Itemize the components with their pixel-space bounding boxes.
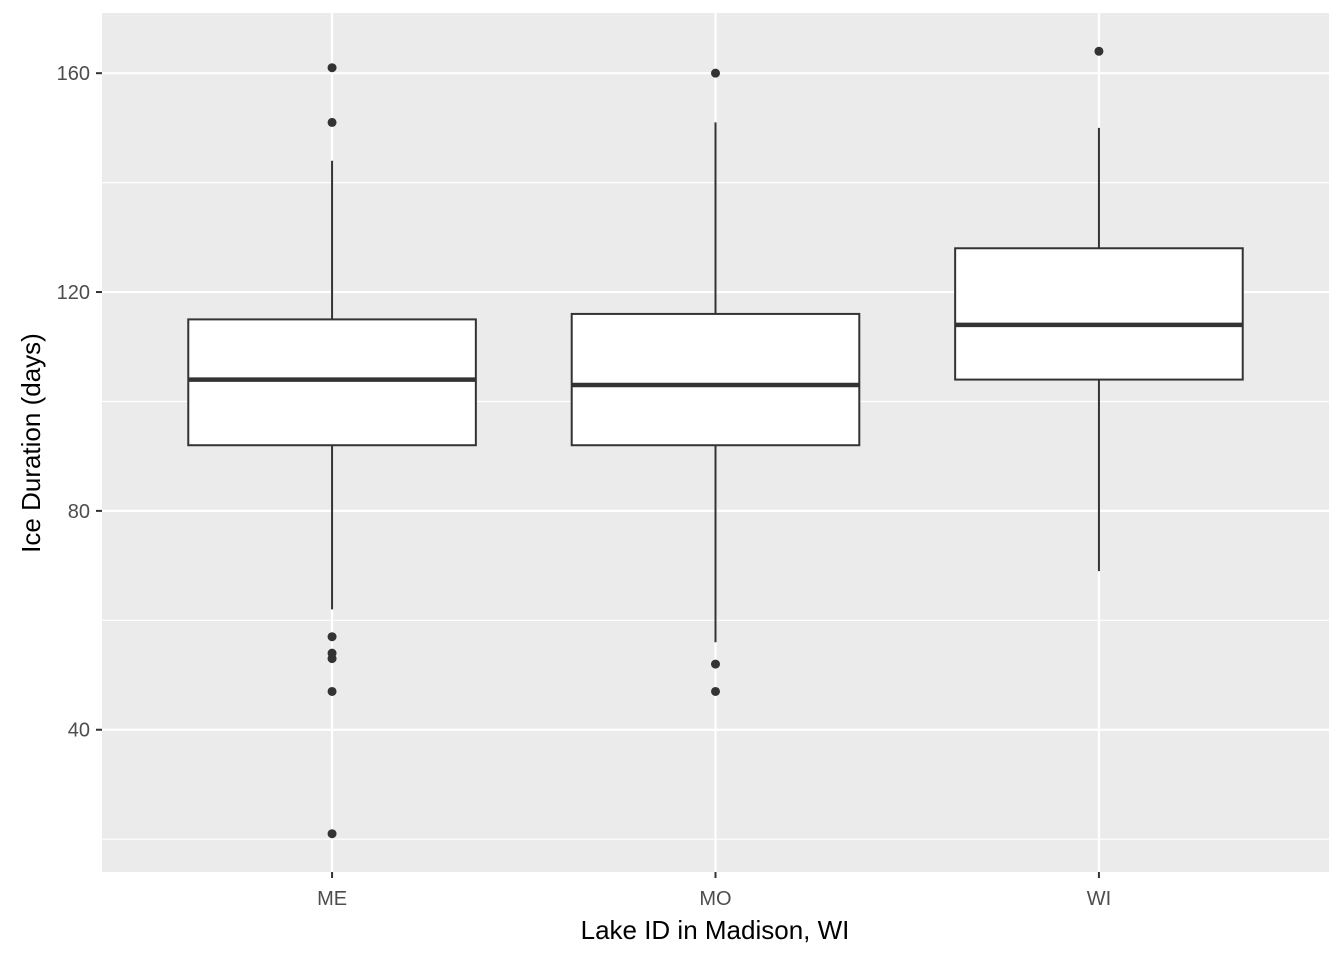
box-body: [570, 312, 861, 447]
box-body: [187, 318, 477, 447]
boxes-layer: [187, 46, 1244, 839]
y-axis-title: Ice Duration (days): [16, 333, 46, 553]
outlier-point: [327, 117, 337, 127]
y-tick-label: 160: [57, 63, 90, 85]
y-tick-label: 40: [68, 720, 90, 742]
x-axis: ME MO WI: [317, 872, 1111, 910]
x-tick-label: WI: [1087, 888, 1111, 910]
box-body: [954, 247, 1244, 381]
box-me: [187, 63, 477, 839]
outlier-point: [711, 68, 720, 78]
outlier-point: [1094, 46, 1104, 56]
box-mo: [570, 68, 861, 696]
y-tick-label: 80: [68, 501, 90, 523]
box-wi: [954, 46, 1244, 572]
outlier-point: [711, 686, 720, 696]
x-tick-label: MO: [699, 888, 731, 910]
outlier-point: [327, 829, 337, 839]
outlier-point: [327, 654, 337, 664]
outlier-point: [327, 63, 337, 73]
outlier-point: [327, 632, 337, 642]
x-axis-title: Lake ID in Madison, WI: [581, 915, 850, 945]
y-tick-label: 120: [57, 282, 90, 304]
y-axis: 40 80 120 160: [57, 63, 102, 742]
outlier-point: [327, 686, 337, 696]
outlier-point: [711, 659, 720, 669]
x-tick-label: ME: [317, 888, 347, 910]
